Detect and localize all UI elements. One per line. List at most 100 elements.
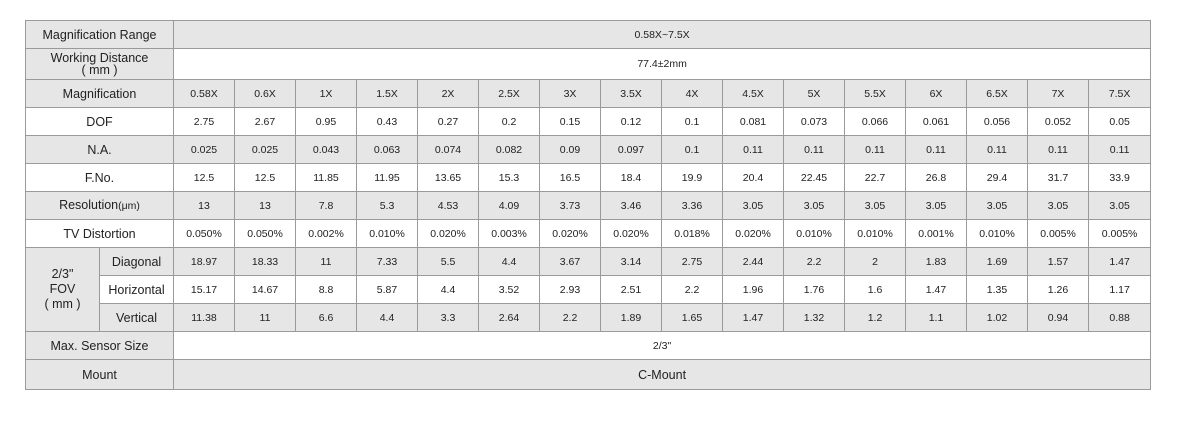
tv-distortion-value: 0.005% bbox=[1087, 219, 1152, 248]
fov-diagonal-value: 2 bbox=[844, 247, 906, 276]
magnification-value: 7X bbox=[1027, 79, 1089, 108]
magnification-value: 2.5X bbox=[478, 79, 540, 108]
na-value: 0.082 bbox=[478, 135, 540, 164]
working-distance-label-text: Working Distance ( mm ) bbox=[50, 51, 149, 77]
tv-distortion-value: 0.018% bbox=[661, 219, 723, 248]
tv-distortion-value: 0.020% bbox=[600, 219, 662, 248]
tv-distortion-value: 0.050% bbox=[173, 219, 235, 248]
fno-value: 19.9 bbox=[661, 163, 723, 192]
resolution-value: 13 bbox=[234, 191, 296, 220]
fov-horizontal-value: 1.35 bbox=[966, 275, 1028, 304]
dof-value: 2.67 bbox=[234, 107, 296, 136]
na-value: 0.11 bbox=[783, 135, 845, 164]
fov-vertical-value: 0.94 bbox=[1027, 303, 1089, 332]
resolution-value: 4.53 bbox=[417, 191, 479, 220]
fov-diagonal-value: 1.47 bbox=[1087, 247, 1152, 276]
row-fno: F.No. 12.5 12.5 11.85 11.95 13.65 15.3 16.5 18.… bbox=[25, 163, 1152, 192]
dof-value: 0.066 bbox=[844, 107, 906, 136]
dof-value: 0.05 bbox=[1087, 107, 1152, 136]
fov-horizontal-label: Horizontal bbox=[99, 275, 174, 304]
row-dof: DOF 2.75 2.67 0.95 0.43 0.27 0.2 0.15 0.12 0.1 0.… bbox=[25, 107, 1152, 136]
tv-distortion-value: 0.020% bbox=[539, 219, 601, 248]
fov-horizontal-value: 2.2 bbox=[661, 275, 723, 304]
magnification-value: 1X bbox=[295, 79, 357, 108]
resolution-value: 13 bbox=[173, 191, 235, 220]
na-value: 0.11 bbox=[905, 135, 967, 164]
resolution-value: 5.3 bbox=[356, 191, 418, 220]
fno-value: 29.4 bbox=[966, 163, 1028, 192]
fno-value: 12.5 bbox=[173, 163, 235, 192]
fov-vertical-value: 11.38 bbox=[173, 303, 235, 332]
tv-distortion-value: 0.003% bbox=[478, 219, 540, 248]
fov-vertical-value: 1.2 bbox=[844, 303, 906, 332]
tv-distortion-value: 0.020% bbox=[417, 219, 479, 248]
fov-horizontal-value: 1.96 bbox=[722, 275, 784, 304]
row-working-distance: Working Distance ( mm ) 77.4±2mm bbox=[25, 48, 1152, 80]
fov-horizontal-value: 2.93 bbox=[539, 275, 601, 304]
resolution-value: 3.05 bbox=[1027, 191, 1089, 220]
fov-diagonal-value: 2.75 bbox=[661, 247, 723, 276]
fno-value: 11.95 bbox=[356, 163, 418, 192]
magnification-value: 0.6X bbox=[234, 79, 296, 108]
na-value: 0.11 bbox=[722, 135, 784, 164]
fov-vertical-value: 2.64 bbox=[478, 303, 540, 332]
fov-horizontal-value: 1.26 bbox=[1027, 275, 1089, 304]
fov-vertical-value: 1.32 bbox=[783, 303, 845, 332]
na-value: 0.097 bbox=[600, 135, 662, 164]
mount-label: Mount bbox=[25, 359, 174, 390]
resolution-value: 3.05 bbox=[966, 191, 1028, 220]
dof-value: 0.1 bbox=[661, 107, 723, 136]
magnification-range-value: 0.58X~7.5X bbox=[172, 20, 1152, 49]
mount-value: C-Mount bbox=[172, 359, 1152, 390]
tv-distortion-value: 0.020% bbox=[722, 219, 784, 248]
magnification-value: 5.5X bbox=[844, 79, 906, 108]
magnification-value: 3X bbox=[539, 79, 601, 108]
fov-vertical-value: 1.89 bbox=[600, 303, 662, 332]
fov-horizontal-value: 2.51 bbox=[600, 275, 662, 304]
fov-horizontal-value: 5.87 bbox=[356, 275, 418, 304]
magnification-value: 4X bbox=[661, 79, 723, 108]
resolution-value: 3.36 bbox=[661, 191, 723, 220]
dof-value: 0.081 bbox=[722, 107, 784, 136]
fov-diagonal-value: 3.67 bbox=[539, 247, 601, 276]
resolution-value: 3.73 bbox=[539, 191, 601, 220]
fov-diagonal-value: 2.44 bbox=[722, 247, 784, 276]
row-max-sensor-size: Max. Sensor Size 2/3" bbox=[25, 331, 1152, 360]
fov-diagonal-value: 1.83 bbox=[905, 247, 967, 276]
fno-label: F.No. bbox=[25, 163, 174, 192]
fov-diagonal-value: 3.14 bbox=[600, 247, 662, 276]
fov-diagonal-value: 2.2 bbox=[783, 247, 845, 276]
na-value: 0.09 bbox=[539, 135, 601, 164]
na-value: 0.11 bbox=[844, 135, 906, 164]
magnification-value: 0.58X bbox=[173, 79, 235, 108]
dof-value: 0.27 bbox=[417, 107, 479, 136]
fov-vertical-value: 3.3 bbox=[417, 303, 479, 332]
resolution-value: 4.09 bbox=[478, 191, 540, 220]
fov-vertical-value: 4.4 bbox=[356, 303, 418, 332]
working-distance-label: Working Distance ( mm ) bbox=[25, 48, 174, 80]
fov-horizontal-value: 8.8 bbox=[295, 275, 357, 304]
row-tv-distortion: TV Distortion 0.050% 0.050% 0.002% 0.010% 0.… bbox=[25, 219, 1152, 248]
fno-value: 11.85 bbox=[295, 163, 357, 192]
row-fov-horizontal: Horizontal 15.17 14.67 8.8 5.87 4.4 3.52 2.93 2… bbox=[26, 275, 1152, 304]
fov-horizontal-value: 15.17 bbox=[173, 275, 235, 304]
fov-diagonal-value: 18.33 bbox=[234, 247, 296, 276]
magnification-value: 2X bbox=[417, 79, 479, 108]
fov-vertical-value: 1.1 bbox=[905, 303, 967, 332]
fno-value: 33.9 bbox=[1087, 163, 1152, 192]
fov-group-line1: 2/3" bbox=[51, 267, 74, 281]
fov-diagonal-value: 11 bbox=[295, 247, 357, 276]
spec-table: Magnification Range 0.58X~7.5X Working D… bbox=[25, 20, 1152, 390]
fov-vertical-value: 2.2 bbox=[539, 303, 601, 332]
na-value: 0.043 bbox=[295, 135, 357, 164]
fno-value: 26.8 bbox=[905, 163, 967, 192]
magnification-value: 7.5X bbox=[1087, 79, 1152, 108]
na-value: 0.025 bbox=[173, 135, 235, 164]
resolution-unit: (μm) bbox=[118, 200, 140, 212]
tv-distortion-value: 0.005% bbox=[1027, 219, 1089, 248]
fno-value: 12.5 bbox=[234, 163, 296, 192]
tv-distortion-label: TV Distortion bbox=[25, 219, 174, 248]
dof-value: 2.75 bbox=[173, 107, 235, 136]
tv-distortion-value: 0.010% bbox=[783, 219, 845, 248]
dof-value: 0.95 bbox=[295, 107, 357, 136]
